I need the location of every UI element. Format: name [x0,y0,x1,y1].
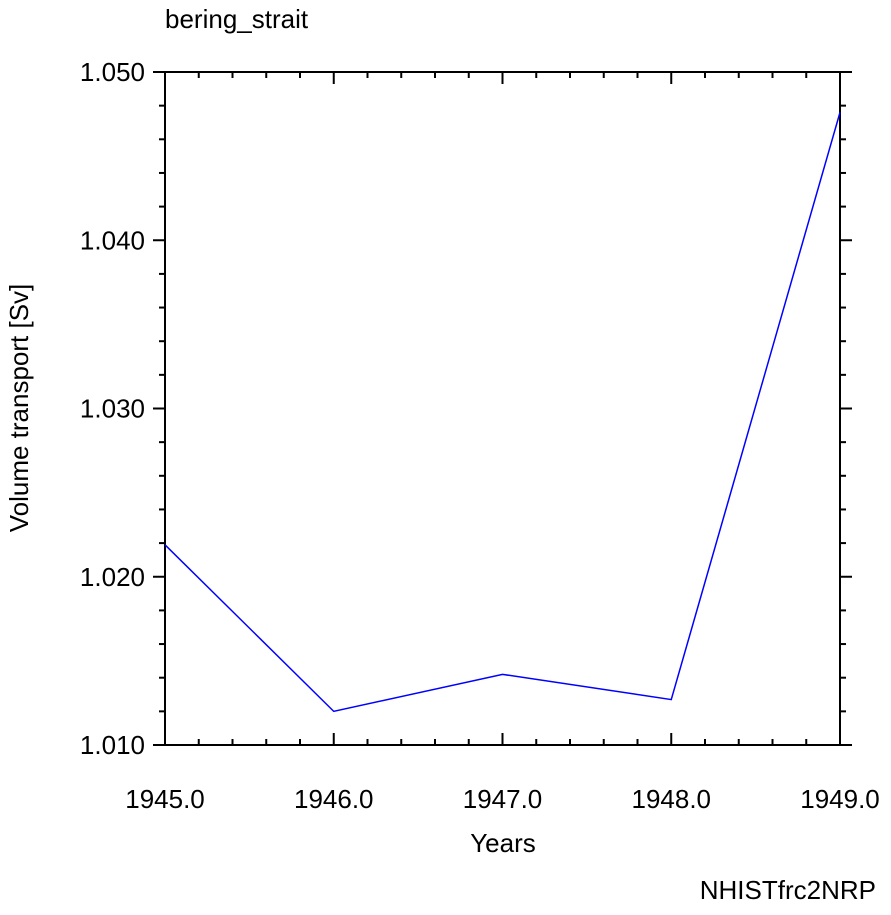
x-tick-label: 1947.0 [463,784,543,814]
y-tick-label: 1.010 [80,730,145,760]
y-tick-label: 1.020 [80,562,145,592]
y-axis-label: Volume transport [Sv] [4,284,34,533]
chart-title: bering_strait [165,4,309,34]
x-tick-label: 1948.0 [631,784,711,814]
data-line [164,112,841,713]
x-axis-label: Years [470,828,536,858]
y-tick-label: 1.050 [80,57,145,87]
x-tick-label: 1949.0 [800,784,880,814]
annotation: NHISTfrc2NRP [700,875,876,905]
x-tick-label: 1945.0 [125,784,205,814]
x-tick-label: 1946.0 [294,784,374,814]
y-tick-label: 1.040 [80,225,145,255]
y-tick-label: 1.030 [80,394,145,424]
